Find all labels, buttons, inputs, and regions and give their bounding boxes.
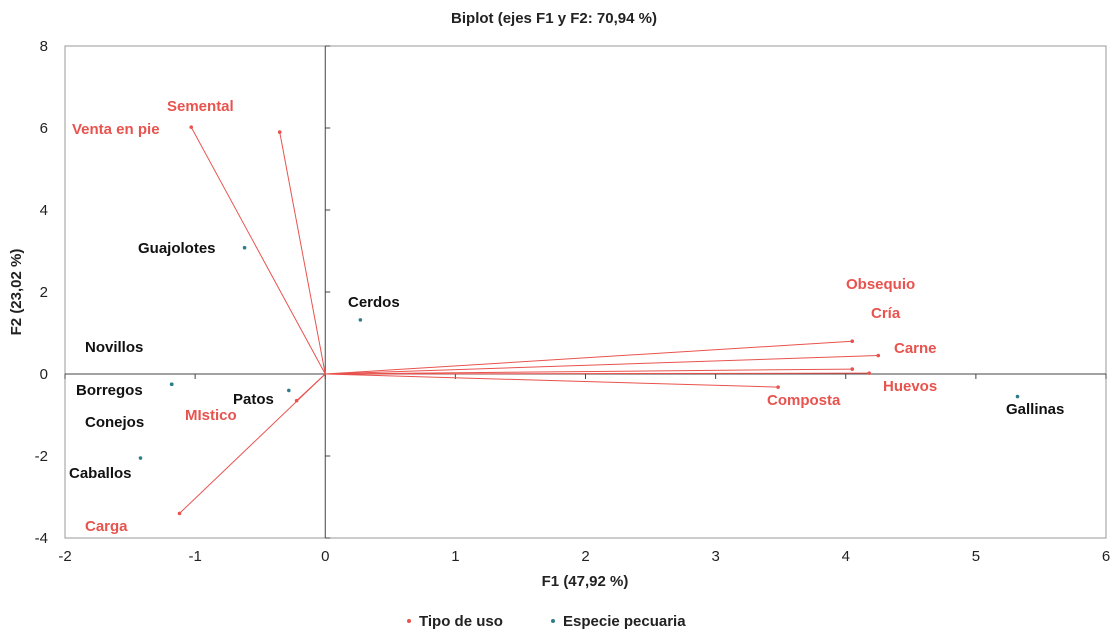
label-composta: Composta [767,392,841,409]
vector-carga [179,373,326,514]
point-obsequio [850,339,855,344]
label-mistico: MIstico [185,407,237,424]
point-caballos [138,456,143,460]
point-patos [287,388,291,393]
y-tick-label: 4 [40,202,48,219]
vector-composta [325,373,779,388]
legend-label-especie-pecuaria: Especie pecuaria [563,613,686,630]
point-huevos [867,371,871,375]
axes-layer: -2 -1 0 1 2 3 4 5 6 -4 -2 0 2 4 6 8 [35,38,1111,565]
label-cerdos: Cerdos [348,294,400,311]
label-obsequio: Obsequio [846,276,915,293]
point-mistico [294,398,299,403]
label-borregos: Borregos [76,382,143,399]
label-huevos: Huevos [883,378,937,395]
label-patos: Patos [233,391,274,408]
label-carne: Carne [894,340,937,357]
x-tick-label: 0 [321,548,329,565]
label-conejos: Conejos [85,414,144,431]
chart-title: Biplot (ejes F1 y F2: 70,94 %) [451,10,657,27]
label-caballos: Caballos [69,465,132,482]
point-guajolotes [242,245,247,250]
vector-huevos [325,372,870,375]
point-carne [850,367,855,371]
x-tick-label: 3 [711,548,719,565]
legend-marker-especie-pecuaria [551,619,555,623]
vector-carne [325,368,853,375]
label-gallinas: Gallinas [1006,401,1064,418]
y-tick-label: 8 [40,38,48,55]
x-tick-label: -1 [188,548,201,565]
x-tick-label: 5 [972,548,980,565]
label-guajolotes: Guajolotes [138,240,216,257]
y-tick-label: 2 [40,284,48,301]
x-tick-label: 4 [842,548,850,565]
point-conejos [169,382,174,387]
point-cria [876,353,881,358]
vector-obsequio [325,340,853,375]
point-venta-en-pie [189,125,194,129]
legend: Tipo de uso Especie pecuaria [407,613,686,630]
label-venta-en-pie: Venta en pie [72,121,160,138]
y-tick-label: -2 [35,448,48,465]
x-tick-label: 1 [451,548,459,565]
legend-label-tipo-de-uso: Tipo de uso [419,613,503,630]
y-axis-label: F2 (23,02 %) [8,249,25,336]
label-semental: Semental [167,98,234,115]
labels-layer: Venta en pie Semental Obsequio Cría Carne Hue… [69,98,1064,535]
x-tick-label: 2 [581,548,589,565]
vector-venta-en-pie [190,126,326,375]
vector-cria [325,355,879,375]
vector-semental [279,132,326,375]
x-axis-label: F1 (47,92 %) [542,573,629,590]
y-tick-label: 6 [40,120,48,137]
x-tick-label: 6 [1102,548,1110,565]
legend-marker-tipo-de-uso [407,619,411,623]
x-tick-label: -2 [58,548,71,565]
y-tick-label: -4 [35,530,48,547]
point-carga [177,511,182,516]
point-semental [277,130,282,134]
point-composta [776,385,780,389]
point-gallinas [1015,394,1020,399]
label-novillos: Novillos [85,339,143,356]
plot-area-border [64,45,1107,539]
points-layer [138,125,1020,516]
point-cerdos [358,318,363,322]
vectors-layer [179,126,879,514]
label-cria: Cría [871,305,901,322]
y-tick-label: 0 [40,366,48,383]
label-carga: Carga [85,518,128,535]
